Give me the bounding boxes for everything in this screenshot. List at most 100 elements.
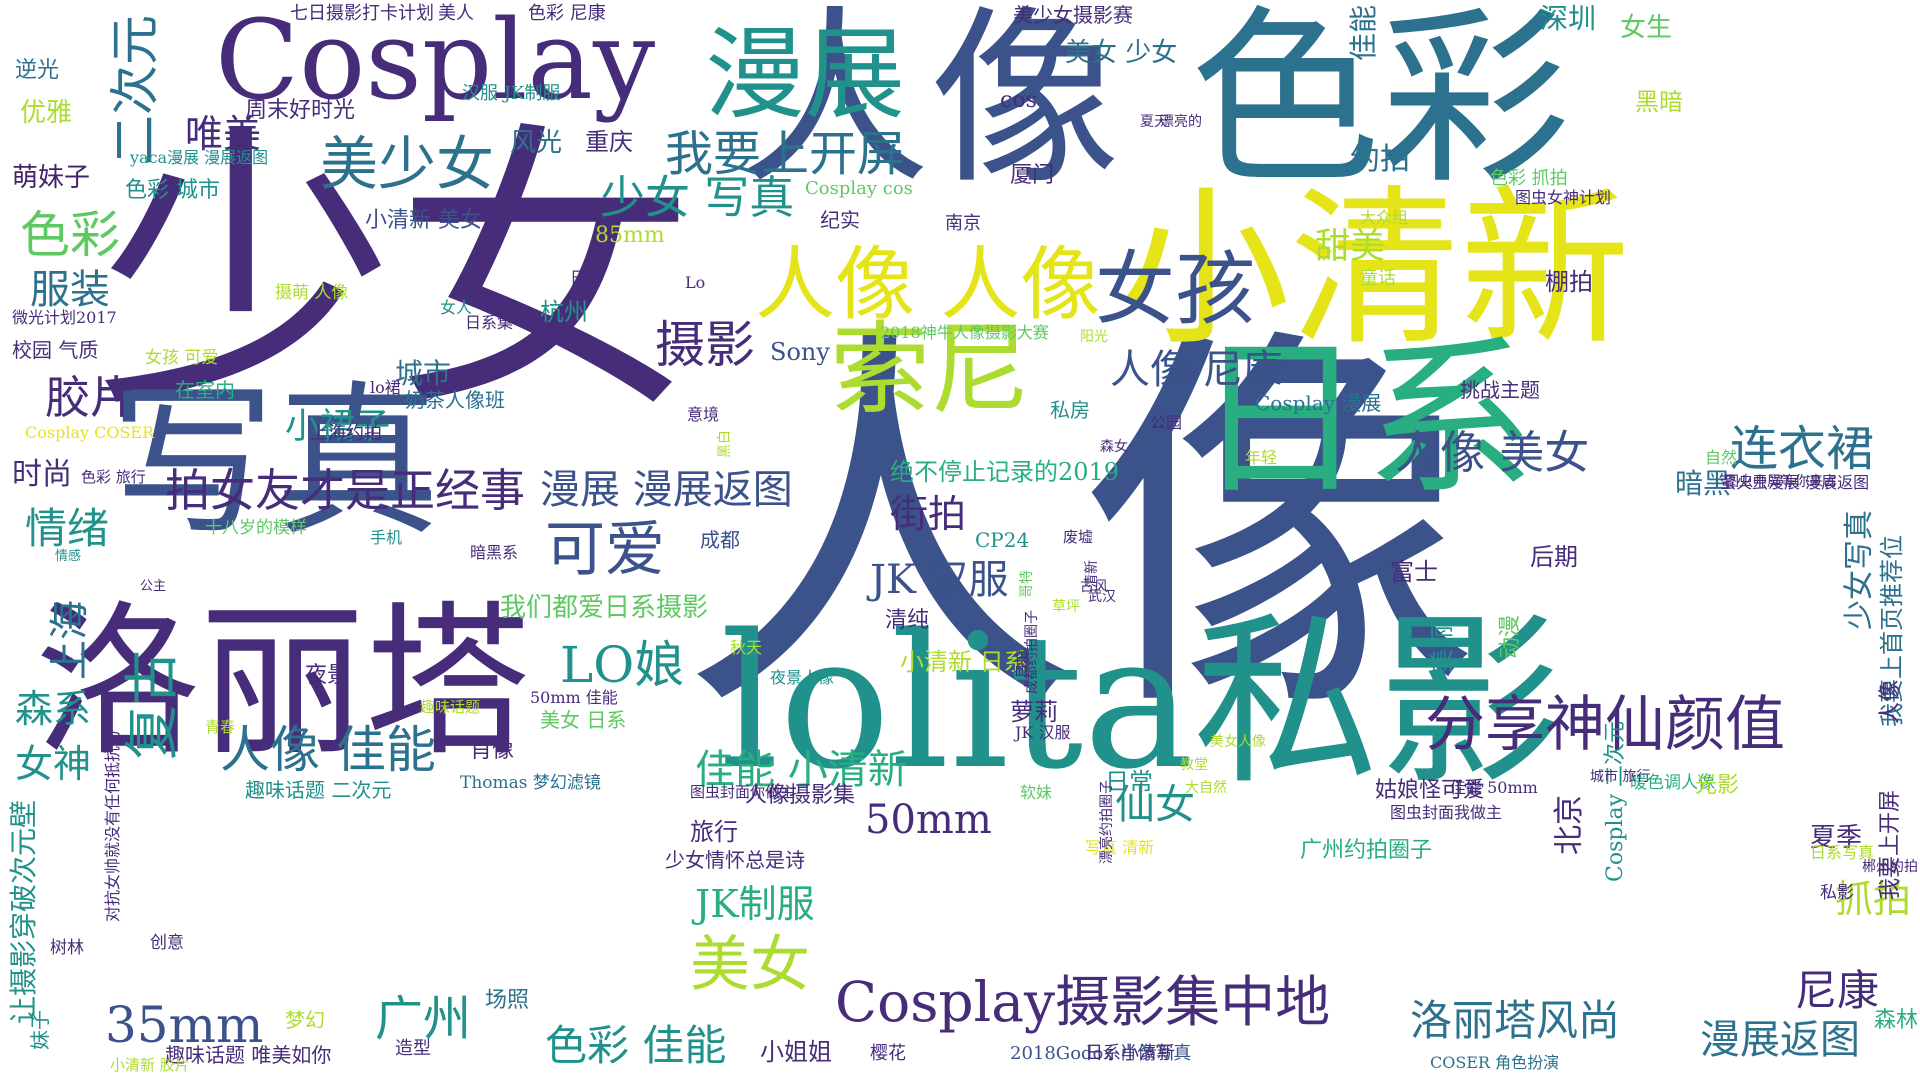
cloud-word: 少女 (95, 100, 695, 449)
cloud-word: 仙女 (1115, 782, 1195, 828)
cloud-word: 美丽 (1428, 625, 1456, 673)
cloud-word: 广州 (375, 991, 472, 1047)
cloud-word: 趣味话题 (420, 698, 481, 716)
cloud-word: JK制服 (695, 882, 815, 926)
cloud-word: 小清新 胶片 (110, 1056, 190, 1074)
cloud-word: 挑战主题 (1460, 378, 1540, 402)
cloud-word: 富士 (1390, 558, 1438, 586)
cloud-word: 色彩 尼康 (528, 3, 606, 24)
cloud-word: LO娘 (560, 636, 685, 694)
cloud-word: 图虫开屏等你来占 (1725, 474, 1837, 490)
cloud-word: 色彩 (1190, 0, 1571, 210)
cloud-word: 棚拍 (1545, 268, 1593, 296)
cloud-word: 私影 (1820, 883, 1854, 903)
cloud-word: 十八岁的模样 (205, 518, 307, 538)
cloud-word: 梦幻 (285, 1008, 325, 1032)
cloud-word: 小清新 日系 (900, 648, 1028, 676)
cloud-word: 夜景人像 (770, 668, 835, 687)
cloud-word: 樱花 (870, 1043, 906, 1064)
cloud-word: 日系小清新 (1085, 1043, 1175, 1064)
cloud-word: 萤火虫漫展 漫展返图 (1720, 473, 1870, 492)
cloud-word: 索尼 (830, 311, 1030, 428)
cloud-word: 少女 写真 (600, 171, 795, 224)
cloud-word: 少女写真 (1842, 510, 1877, 630)
cloud-word: 人像摄影集 (745, 783, 856, 808)
cloud-word: Cosplay 漫展 (1255, 391, 1382, 415)
cloud-word: yaca漫展 漫展返图 (130, 148, 269, 167)
cloud-word: 森女 (1100, 439, 1128, 455)
cloud-word: 情感 (55, 549, 82, 564)
cloud-word: 小裙子 (285, 407, 391, 447)
cloud-word: 写真 清新 (1085, 838, 1155, 857)
cloud-word: 成都 (700, 528, 740, 552)
cloud-word: 女孩 可爱 (145, 348, 219, 368)
cloud-word: 秋天 (730, 638, 763, 657)
cloud-word: 校园 气质 (12, 338, 99, 362)
cloud-word: 美女人像 (1210, 734, 1266, 750)
cloud-word: Cosplay COSER (25, 423, 155, 442)
cloud-word: 纪实 (820, 208, 860, 232)
cloud-word: 童话 (1360, 268, 1396, 289)
cloud-word: 大自然 (1185, 780, 1227, 796)
cloud-word: 摄影 (655, 316, 755, 374)
cloud-word: 洛丽塔风尚 (1410, 996, 1621, 1045)
cloud-word: 创意 (150, 933, 184, 953)
cloud-word: 造型 (395, 1038, 431, 1059)
cloud-word: 小清新 (1120, 171, 1631, 369)
cloud-word: 姑娘怪可爱 (1375, 778, 1486, 803)
cloud-word: 图虫封面我做主 (1390, 803, 1503, 822)
cloud-word: lolita私影 (720, 594, 1564, 810)
cloud-word: 人像 佳能 (220, 721, 436, 779)
cloud-word: 写真 (110, 366, 440, 558)
cloud-word: 甜美 (1315, 227, 1386, 267)
cloud-word: 旅行 (690, 818, 738, 846)
cloud-word: 漫展 漫展返图 (540, 467, 793, 513)
cloud-word: 85mm (595, 223, 665, 248)
cloud-word: 树林 (50, 938, 84, 958)
cloud-word: 对抗女帅就没有任何抵抗力 (103, 729, 122, 922)
cloud-word: 公主 (140, 579, 167, 594)
cloud-word: 可爱 (545, 515, 665, 585)
cloud-word: 上海 (47, 600, 93, 680)
cloud-word: 人像 美女 (1395, 426, 1590, 479)
cloud-word: 女孩 (1095, 243, 1255, 336)
cloud-word: 尼康 (1795, 966, 1880, 1015)
cloud-word: 七日摄影打卡计划 (290, 3, 434, 24)
cloud-word: 意境 (687, 405, 720, 424)
cloud-word: 大众组 (1360, 208, 1409, 227)
cloud-word: lo裙 (370, 378, 401, 397)
cloud-word: JK 汉服 (870, 557, 1009, 603)
cloud-word: 动漫 (1498, 614, 1523, 659)
cloud-word: 在室内 (175, 378, 235, 402)
cloud-word: 美少女 (320, 130, 495, 198)
cloud-word: 人像 尼康 (1110, 347, 1283, 393)
cloud-word: 暗黑 (1675, 467, 1732, 500)
cloud-word: Thomas 梦幻滤镜 (460, 773, 601, 793)
cloud-word: 趣味话题 唯美如你 (165, 1043, 332, 1067)
cloud-word: 连衣裙 (1730, 421, 1875, 477)
cloud-word: 日系 (1195, 321, 1536, 519)
cloud-word: 自然 (1705, 448, 1738, 467)
cloud-word: 日系集 (465, 313, 514, 332)
cloud-word: 胶片 (45, 371, 136, 424)
cloud-word: 色彩 (20, 206, 120, 264)
cloud-word: 色彩 城市 (125, 178, 220, 203)
cloud-word: 唯美 (185, 112, 262, 156)
cloud-word: 少女情怀总是诗 (665, 848, 805, 872)
cloud-word: Cosplay (215, 0, 656, 124)
cloud-word: 美少女摄影赛 (1013, 3, 1133, 27)
cloud-word: 人像 人像 (755, 238, 1101, 331)
cloud-word: 暗黑系 (470, 543, 519, 562)
cloud-word: 我要上开屏 (1878, 789, 1903, 900)
cloud-word: 洛丽塔 (35, 586, 530, 778)
cloud-word: 色彩 旅行 (81, 468, 146, 486)
cloud-word: 复古 (120, 649, 184, 760)
cloud-word: 风光 (510, 128, 563, 158)
cloud-word: 公园 (1150, 413, 1183, 432)
cloud-word: 美女 日系 (540, 708, 627, 732)
cloud-word: 手机 (370, 528, 403, 547)
cloud-word: 软妹 (1020, 783, 1053, 802)
cloud-word: 年轻 (1245, 448, 1278, 467)
cloud-word: 哥特 (1019, 570, 1035, 598)
